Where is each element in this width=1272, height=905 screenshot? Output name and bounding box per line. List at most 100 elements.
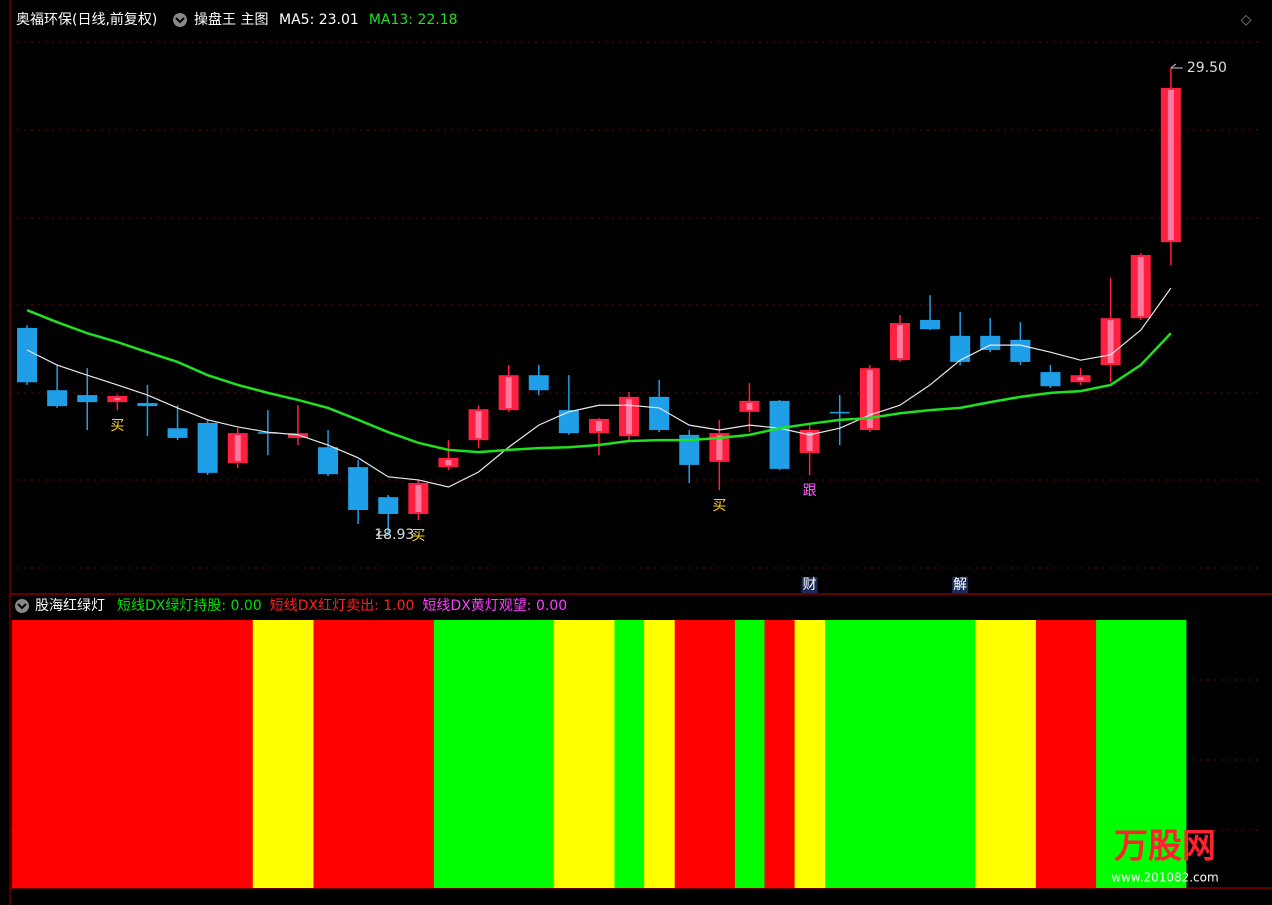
menu-icon[interactable]: [173, 13, 187, 27]
signal-label: 买: [411, 528, 425, 544]
candle-body: [348, 467, 369, 510]
signal-bar: [463, 620, 495, 888]
event-box: [801, 577, 818, 593]
signal-bar: [794, 620, 826, 888]
candle-body: [980, 335, 1001, 350]
signal-bar: [222, 620, 254, 888]
legend-entry: MA5: 23.01: [279, 12, 359, 28]
signal-bar: [403, 620, 434, 888]
signal-bar: [102, 620, 133, 888]
signal-bar: [523, 620, 555, 888]
signal-bar: [433, 620, 464, 888]
signal-bar: [313, 620, 344, 888]
candle-body: [769, 400, 790, 469]
candle-body: [950, 335, 971, 362]
signal-bar: [12, 620, 43, 888]
signal-bar: [72, 620, 103, 888]
candle-body: [649, 396, 670, 430]
ma-line: [26, 309, 1172, 454]
candle-highlight: [445, 459, 452, 466]
menu-icon-arrow: [175, 17, 185, 24]
legend-entry: MA13: 22.18: [369, 12, 458, 28]
event-label: 财: [803, 577, 817, 593]
signal-label: 买: [712, 498, 726, 514]
low-pointer: [375, 530, 389, 536]
signal-bar: [884, 620, 916, 888]
candle-highlight: [475, 411, 482, 439]
signal-bar: [734, 620, 765, 888]
legend-entry: 短线DX红灯卖出: 1.00: [270, 598, 415, 614]
signal-bar: [343, 620, 374, 888]
candle-body: [257, 432, 278, 434]
candle-highlight: [114, 397, 121, 401]
signal-bar: [854, 620, 886, 888]
signal-bar: [644, 620, 675, 888]
high-pointer: [1170, 63, 1183, 69]
candle-body: [197, 422, 218, 473]
chart-subtitle: 操盘王 主图: [194, 11, 268, 28]
signal-bar: [1125, 620, 1157, 888]
candle-highlight: [505, 377, 512, 409]
signal-bar: [674, 620, 705, 888]
candle-body: [1010, 339, 1031, 362]
signal-bar: [1095, 620, 1127, 888]
candle-body: [679, 434, 700, 465]
signal-bar: [583, 620, 615, 888]
candle-highlight: [415, 485, 422, 512]
candle-highlight: [866, 370, 873, 428]
event-label: 解: [953, 577, 967, 593]
candle-body: [318, 447, 339, 475]
candle-body: [378, 497, 399, 514]
high-label: 29.50: [1187, 60, 1227, 76]
candle-highlight: [1137, 256, 1144, 317]
signal-label: 跟: [803, 483, 817, 499]
menu-icon[interactable]: [15, 599, 29, 613]
candle-body: [77, 395, 98, 403]
candle-body: [17, 327, 38, 383]
logo-name: 万股网: [1114, 827, 1216, 867]
signal-bar: [162, 620, 194, 888]
candle-highlight: [234, 435, 241, 462]
signal-bar: [132, 620, 163, 888]
signal-bar: [614, 620, 645, 888]
signal-bar: [282, 620, 314, 888]
legend-entry: 短线DX黄灯观望: 0.00: [422, 597, 567, 614]
signal-bar: [975, 620, 1006, 888]
candle-highlight: [716, 435, 723, 460]
candle-highlight: [595, 420, 602, 432]
signal-bar: [252, 620, 284, 888]
candle-body: [137, 403, 158, 407]
signal-bar: [704, 620, 735, 888]
signal-bar: [192, 620, 224, 888]
candle-highlight: [626, 398, 633, 435]
menu-icon-arrow: [17, 603, 27, 610]
low-label: 18.93: [374, 527, 414, 543]
corner-icon[interactable]: ◇: [1241, 12, 1252, 28]
candle-body: [1040, 372, 1061, 387]
signal-bar: [915, 620, 946, 888]
signal-bar: [493, 620, 525, 888]
signal-label: 买: [110, 418, 124, 434]
chart-title: 奥福环保(日线,前复权): [16, 11, 157, 28]
candle-highlight: [806, 432, 813, 451]
ma-line: [26, 287, 1172, 488]
candle-body: [47, 390, 68, 407]
signal-bar: [824, 620, 856, 888]
candle-highlight: [1107, 320, 1114, 364]
signal-bar: [373, 620, 404, 888]
signal-bar: [945, 620, 976, 888]
candle-body: [829, 411, 850, 414]
signal-bar: [1035, 620, 1066, 888]
candle-highlight: [1167, 89, 1174, 241]
signal-bar: [1065, 620, 1097, 888]
candle-highlight: [896, 325, 903, 359]
candle-body: [558, 410, 579, 434]
signal-bar: [764, 620, 796, 888]
signal-bar: [1005, 620, 1036, 888]
candle-body: [920, 319, 941, 330]
candle-highlight: [746, 402, 753, 410]
candle-body: [528, 375, 549, 391]
signal-bar: [1155, 620, 1187, 888]
